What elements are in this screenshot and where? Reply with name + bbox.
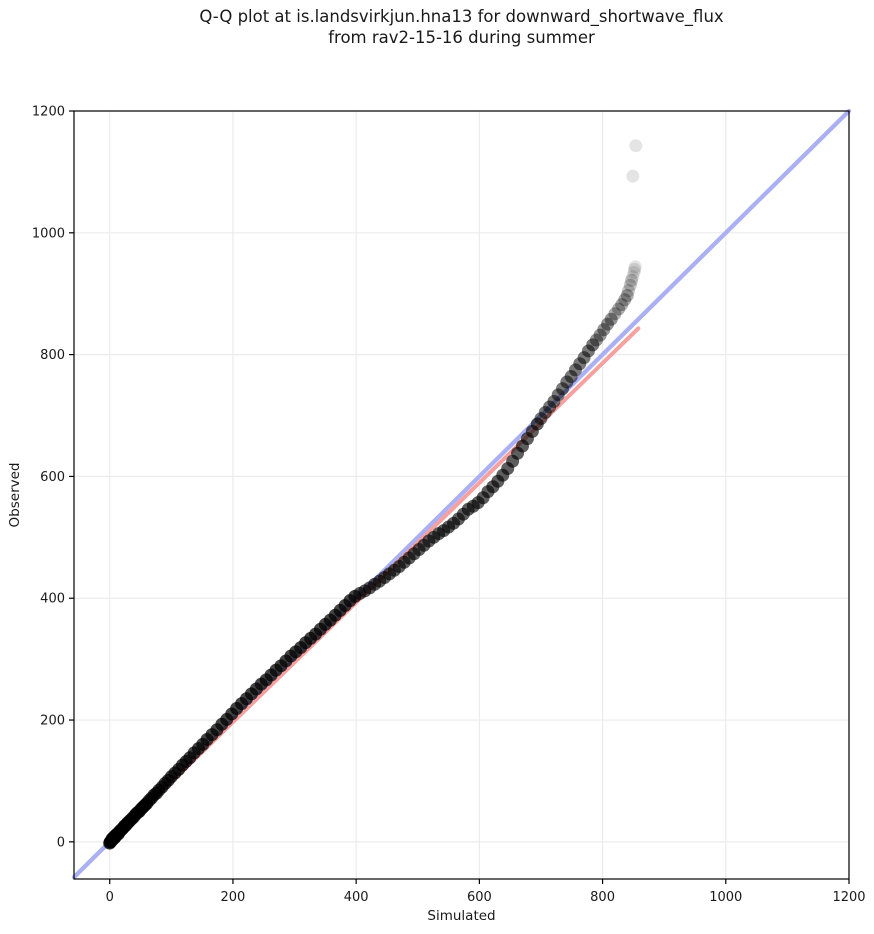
y-tick-label: 600 (40, 470, 65, 485)
data-point (629, 139, 643, 153)
data-point (615, 298, 629, 312)
chart-title-line2: from rav2-15-16 during summer (328, 28, 595, 47)
chart-title: Q-Q plot at is.landsvirkjun.hna13 for do… (74, 6, 849, 48)
data-point (604, 312, 618, 326)
data-point (589, 333, 603, 347)
data-point (608, 307, 622, 321)
data-point (597, 323, 611, 337)
y-tick-label: 400 (40, 592, 65, 607)
data-point (621, 284, 635, 298)
x-tick-label: 800 (590, 890, 615, 905)
chart-title-line1: Q-Q plot at is.landsvirkjun.hna13 for do… (199, 7, 724, 26)
data-point (623, 278, 637, 292)
data-point (620, 289, 634, 303)
y-tick-label: 800 (40, 348, 65, 363)
x-axis-label: Simulated (427, 908, 495, 924)
y-axis-label: Observed (7, 463, 23, 528)
x-tick-label: 200 (221, 890, 246, 905)
data-point (612, 302, 626, 316)
data-point (626, 169, 640, 183)
data-point (628, 262, 642, 276)
data-point (601, 317, 615, 331)
y-tick-label: 1000 (32, 226, 65, 241)
x-tick-label: 1200 (832, 890, 865, 905)
x-tick-label: 0 (106, 890, 114, 905)
x-tick-label: 600 (467, 890, 492, 905)
x-tick-label: 1000 (709, 890, 742, 905)
data-point (626, 270, 640, 284)
x-tick-label: 400 (344, 890, 369, 905)
data-point (618, 293, 632, 307)
plot-border (73, 110, 850, 880)
data-point (586, 338, 600, 352)
y-tick-label: 0 (57, 835, 65, 850)
data-point (625, 273, 639, 287)
y-tick-label: 200 (40, 714, 65, 729)
data-point (627, 265, 641, 279)
y-tick-label: 1200 (32, 105, 65, 120)
data-point (593, 328, 607, 342)
data-point (628, 260, 642, 274)
